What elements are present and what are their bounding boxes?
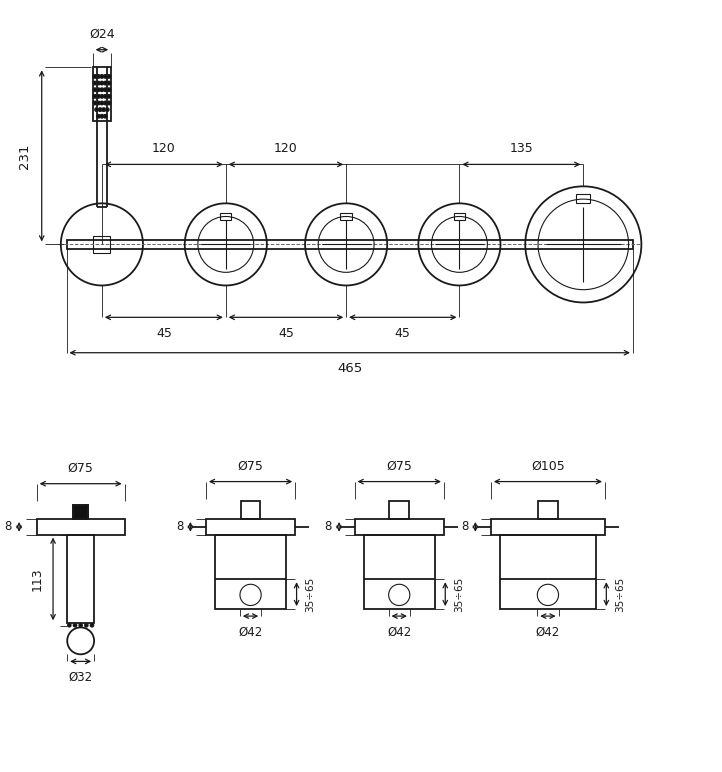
- Bar: [93, 236, 110, 253]
- Text: 231: 231: [18, 143, 31, 168]
- Bar: [491, 519, 605, 535]
- Bar: [220, 213, 232, 220]
- Text: 35÷65: 35÷65: [453, 577, 464, 611]
- Circle shape: [104, 115, 107, 118]
- Bar: [215, 535, 286, 609]
- Text: Ø42: Ø42: [387, 625, 412, 638]
- Text: Ø105: Ø105: [531, 459, 565, 472]
- Bar: [364, 535, 435, 609]
- Text: 45: 45: [156, 327, 172, 340]
- Text: 465: 465: [337, 362, 362, 375]
- Bar: [37, 519, 125, 535]
- Circle shape: [95, 108, 98, 111]
- Text: Ø75: Ø75: [386, 459, 412, 472]
- Circle shape: [97, 75, 100, 78]
- Bar: [355, 519, 444, 535]
- Circle shape: [90, 624, 93, 627]
- Circle shape: [108, 101, 110, 104]
- Circle shape: [68, 624, 71, 627]
- Text: Ø42: Ø42: [238, 625, 263, 638]
- Circle shape: [93, 88, 96, 91]
- Bar: [576, 195, 591, 203]
- Bar: [341, 213, 352, 220]
- Text: 35÷65: 35÷65: [615, 577, 625, 611]
- Text: Ø75: Ø75: [238, 459, 264, 472]
- Circle shape: [97, 115, 100, 118]
- Circle shape: [105, 108, 109, 111]
- Bar: [73, 505, 89, 519]
- Text: 113: 113: [31, 567, 44, 591]
- Circle shape: [100, 95, 103, 98]
- Text: 135: 135: [510, 142, 534, 155]
- Circle shape: [100, 88, 103, 91]
- Circle shape: [93, 75, 96, 78]
- Circle shape: [99, 108, 102, 111]
- Bar: [73, 505, 89, 519]
- Circle shape: [102, 108, 105, 111]
- Bar: [92, 67, 111, 120]
- Circle shape: [93, 82, 96, 85]
- Text: Ø32: Ø32: [69, 671, 92, 683]
- Text: Ø75: Ø75: [68, 462, 94, 475]
- Circle shape: [85, 624, 88, 627]
- Circle shape: [104, 88, 107, 91]
- Circle shape: [108, 95, 110, 98]
- Text: 8: 8: [4, 520, 12, 533]
- Circle shape: [93, 101, 96, 104]
- Circle shape: [100, 115, 103, 118]
- Circle shape: [100, 82, 103, 85]
- Circle shape: [97, 101, 100, 104]
- Text: 8: 8: [325, 520, 332, 533]
- Circle shape: [93, 95, 96, 98]
- Bar: [500, 535, 596, 609]
- Circle shape: [100, 101, 103, 104]
- Text: 120: 120: [274, 142, 298, 155]
- Text: 45: 45: [395, 327, 411, 340]
- Text: Ø24: Ø24: [89, 28, 115, 40]
- Circle shape: [97, 95, 100, 98]
- Text: 8: 8: [176, 520, 183, 533]
- Circle shape: [108, 75, 110, 78]
- Circle shape: [97, 88, 100, 91]
- Text: 45: 45: [278, 327, 294, 340]
- Bar: [389, 501, 409, 519]
- Circle shape: [104, 95, 107, 98]
- Circle shape: [104, 101, 107, 104]
- Text: Ø42: Ø42: [536, 625, 560, 638]
- Circle shape: [97, 82, 100, 85]
- Text: 8: 8: [461, 520, 469, 533]
- Circle shape: [104, 82, 107, 85]
- Bar: [240, 501, 261, 519]
- Circle shape: [100, 75, 103, 78]
- Circle shape: [104, 75, 107, 78]
- Bar: [453, 213, 465, 220]
- Circle shape: [79, 624, 82, 627]
- Bar: [67, 535, 94, 623]
- Bar: [66, 240, 633, 249]
- Bar: [206, 519, 295, 535]
- Bar: [538, 501, 558, 519]
- Text: 120: 120: [152, 142, 175, 155]
- Circle shape: [108, 82, 110, 85]
- Circle shape: [74, 624, 77, 627]
- Circle shape: [108, 88, 110, 91]
- Text: 35÷65: 35÷65: [305, 577, 315, 611]
